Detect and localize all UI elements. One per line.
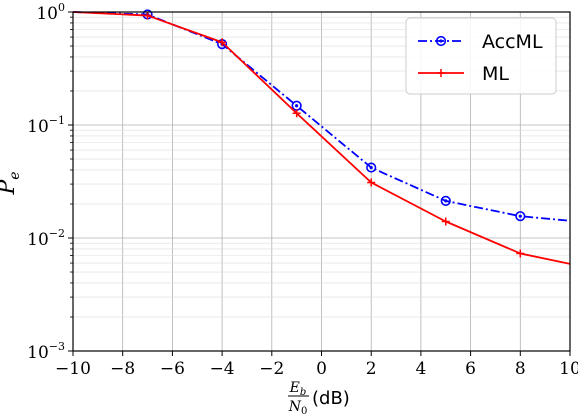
x-axis-label-denominator-sub: 0	[301, 406, 307, 416]
data-point-accml-dot	[444, 199, 448, 203]
x-tick-label: −8	[110, 359, 135, 379]
y-tick-label: 100	[36, 1, 65, 24]
data-point-accml-dot	[369, 165, 373, 170]
data-point-ml	[441, 217, 450, 226]
y-tick-label: 10−3	[27, 340, 65, 363]
legend-marker-accml-dot	[439, 39, 443, 43]
x-tick-label: −2	[259, 359, 284, 379]
data-point-accml	[515, 211, 526, 222]
axis-ticks: −10 −8 −6 −4 −2 0 2 4 6 8 10 100 10−1 10−2 10−3	[27, 1, 578, 379]
y-tick-label: 10−2	[27, 227, 65, 250]
y-tick-label: 10−1	[27, 114, 65, 137]
x-tick-label: −4	[210, 359, 235, 379]
x-tick-label: 2	[366, 359, 377, 379]
data-point-ml	[218, 38, 227, 47]
svg-text:N0: N0	[288, 399, 308, 416]
legend-marker-accml	[435, 35, 447, 47]
legend-label-accml: AccML	[482, 31, 543, 53]
legend-box	[405, 17, 557, 95]
x-axis-label: Eb N0 (dB)	[288, 380, 350, 416]
data-point-accml	[440, 195, 451, 206]
x-tick-label: 10	[559, 359, 578, 379]
series-line-ml	[72, 11, 571, 265]
plot-series	[72, 9, 571, 265]
x-tick-label: 4	[415, 359, 426, 379]
legend: AccML ML	[405, 17, 557, 95]
svg-text:Eb: Eb	[289, 380, 307, 398]
x-tick-label: 8	[515, 359, 526, 379]
data-point-accml-dot	[518, 214, 522, 218]
x-axis-label-denominator: N	[288, 399, 302, 415]
y-axis-label-main: P	[0, 179, 20, 196]
x-tick-label: 0	[316, 359, 327, 379]
legend-entry-accml: AccML	[418, 31, 543, 53]
y-axis-label-sub: e	[7, 171, 23, 179]
x-axis-label-unit: (dB)	[312, 388, 350, 409]
x-tick-label: −10	[55, 359, 91, 379]
data-point-ml	[367, 178, 376, 187]
data-point-ml	[292, 109, 301, 118]
legend-label-ml: ML	[482, 63, 509, 85]
y-axis-label: Pe	[0, 171, 23, 195]
x-tick-label: 6	[465, 359, 476, 379]
data-point-accml-dot	[295, 104, 299, 108]
legend-entry-ml: ML	[418, 63, 509, 85]
legend-marker-ml	[437, 69, 445, 77]
data-point-ml	[516, 249, 525, 258]
data-point-accml	[366, 162, 377, 173]
data-point-ml	[143, 11, 152, 20]
svg-text:Pe: Pe	[0, 171, 23, 195]
x-tick-label: −6	[160, 359, 185, 379]
x-axis-label-numerator: E	[289, 380, 300, 396]
x-axis-label-numerator-sub: b	[300, 387, 306, 398]
